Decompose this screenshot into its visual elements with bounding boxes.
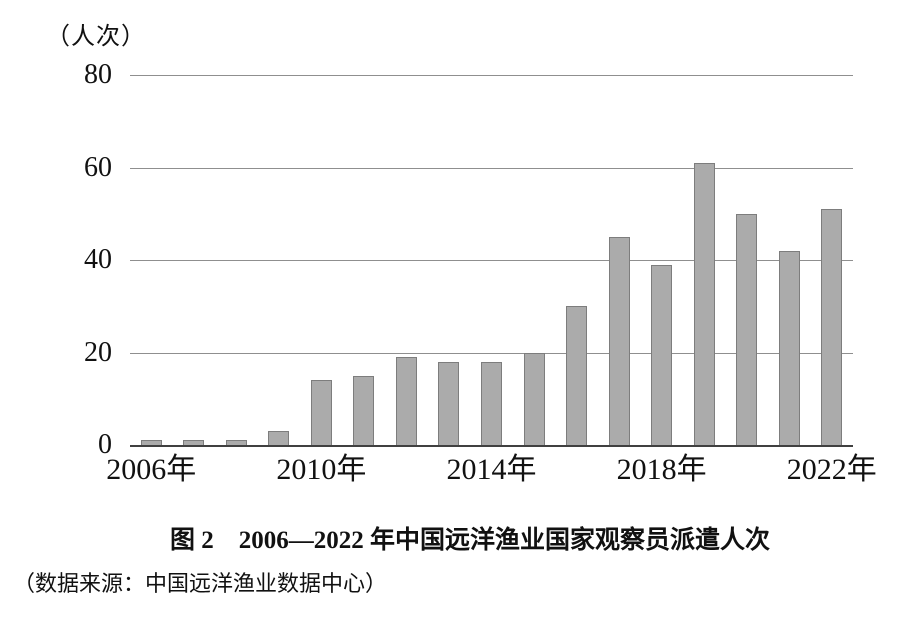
x-tick-label-2006年: 2006年 [106, 453, 197, 486]
gridline-y-60 [130, 167, 853, 169]
bar-slot-2017年 [598, 75, 641, 445]
bar-slot-2019年 [683, 75, 726, 445]
gridline-y-20 [130, 352, 853, 354]
bar-slot-2016年 [555, 75, 598, 445]
bar-2021年 [778, 250, 800, 445]
bar-2013年 [438, 361, 460, 445]
bar-2020年 [736, 213, 758, 445]
bar-2010年 [310, 380, 332, 445]
bar-slot-2007年 [173, 75, 216, 445]
y-tick-label-40: 40 [84, 244, 112, 275]
bar-slot-2010年 [300, 75, 343, 445]
bar-slot-2020年 [725, 75, 768, 445]
y-tick-label-60: 60 [84, 151, 112, 183]
gridline-y-40 [130, 260, 853, 261]
bar-slot-2014年 [470, 75, 513, 445]
x-tick-label-2022年: 2022年 [786, 453, 877, 486]
bar-slot-2021年 [768, 75, 811, 445]
bar-slot-2013年 [428, 75, 471, 445]
bar-slot-2015年 [513, 75, 556, 445]
y-tick-label-0: 0 [98, 429, 112, 460]
bar-series [130, 75, 853, 445]
bar-2014年 [481, 361, 503, 445]
gridline-y-80 [130, 75, 853, 76]
y-tick-label-20: 20 [84, 336, 112, 368]
y-axis-unit-label: （人次） [46, 24, 146, 50]
bar-2008年 [225, 440, 247, 445]
bar-slot-2022年 [811, 75, 854, 445]
bar-2022年 [821, 209, 843, 445]
x-tick-label-2010年: 2010年 [276, 453, 367, 486]
bar-slot-2009年 [258, 75, 301, 445]
bar-2006年 [140, 440, 162, 445]
bar-2011年 [353, 375, 375, 445]
bar-slot-2012年 [385, 75, 428, 445]
bar-2007年 [183, 440, 205, 445]
bar-2019年 [693, 162, 715, 445]
y-axis: 0 20 40 60 80 [0, 60, 112, 460]
bar-2015年 [523, 352, 545, 445]
y-tick-label-80: 80 [84, 59, 112, 90]
bar-slot-2008年 [215, 75, 258, 445]
chart-source: （数据来源：中国远洋渔业数据中心） [13, 571, 388, 596]
chart-title: 图 2 2006—2022 年中国远洋渔业国家观察员派遣人次 [169, 527, 770, 554]
bar-slot-2018年 [640, 75, 683, 445]
bar-2009年 [268, 431, 290, 445]
bar-2017年 [608, 236, 630, 445]
x-tick-label-2018年: 2018年 [616, 453, 707, 486]
x-axis: 2006年 2010年 2014年 2018年 2022年 [106, 452, 876, 494]
bar-2018年 [651, 264, 673, 445]
x-tick-label-2014年: 2014年 [446, 453, 537, 486]
plot-area [130, 75, 853, 447]
bar-2016年 [566, 306, 588, 445]
bar-slot-2006年 [130, 75, 173, 445]
bar-2012年 [395, 357, 417, 445]
bar-slot-2011年 [343, 75, 386, 445]
